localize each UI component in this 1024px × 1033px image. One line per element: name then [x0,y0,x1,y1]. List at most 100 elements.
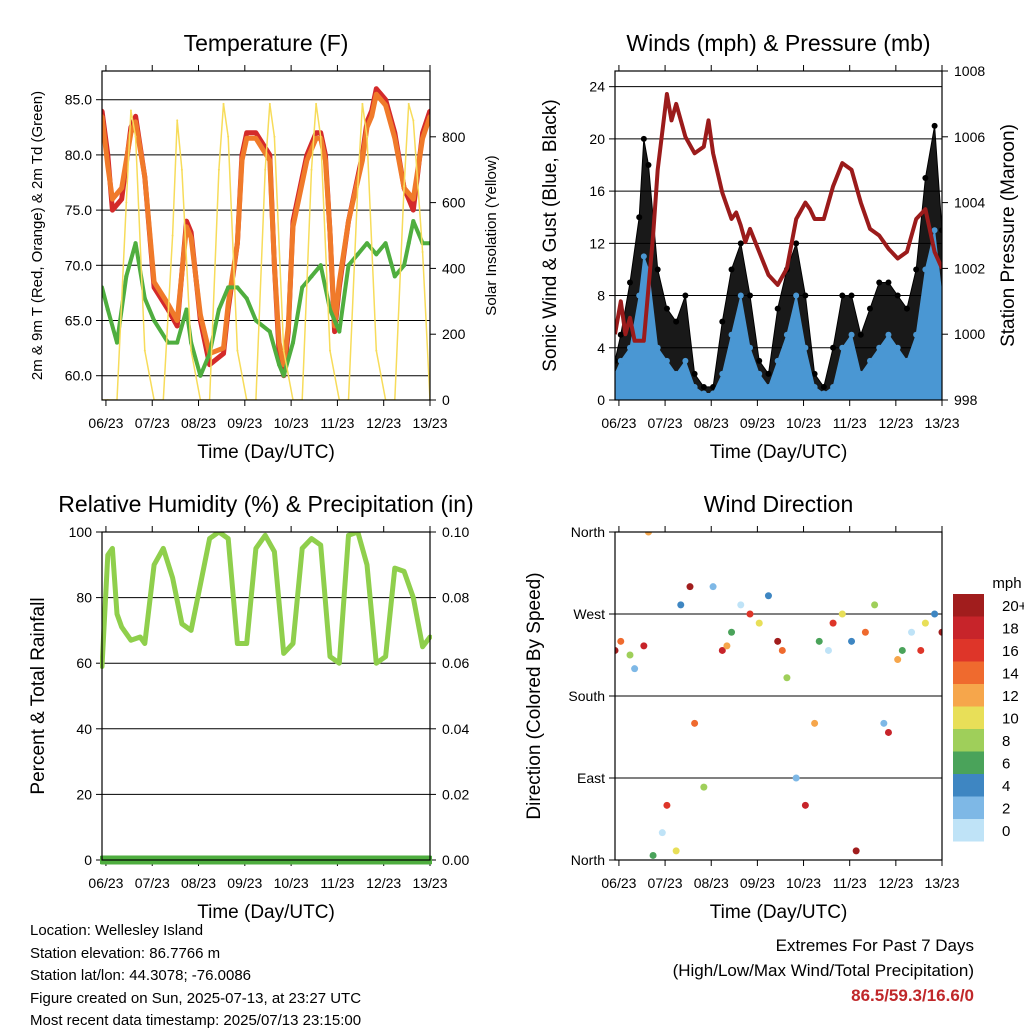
point-direction [746,610,754,618]
x-tick-label: 06/23 [88,415,123,431]
point-9m-t [244,136,249,141]
colorbar-label: 20+ [1002,598,1024,615]
point-solar-insolation [282,349,285,352]
point-sonic-wind [663,357,670,364]
point-2m-td [267,329,272,334]
point-2m-t [175,324,180,329]
x-tick-label: 06/23 [601,875,636,891]
point-relative-humidity [337,661,342,666]
y2-tick-label: 1008 [954,63,985,79]
point-sonic-wind [756,370,763,377]
point-9m-t [221,346,226,351]
point-gust [645,162,652,168]
x-tick-label: 07/23 [135,875,170,891]
point-sonic-wind [728,331,735,338]
point-direction [700,783,708,791]
x-tick-label: 11/23 [320,875,354,891]
extremes-value: 86.5/59.3/16.6/0 [851,986,974,1005]
y-tick-label: 24 [589,79,605,95]
point-gust [802,292,809,299]
point-direction [838,610,846,618]
y2-tick-label: 0.00 [442,852,469,868]
point-direction [691,719,699,727]
plot-area [615,92,942,400]
x-axis-label: Time (Day/UTC) [197,442,335,463]
y2-tick-label: 0.08 [442,590,469,606]
point-2m-td [226,285,231,290]
y-axis-label: Direction (Colored By Speed) [524,572,545,819]
point-gust [737,240,744,247]
figure-created: Figure created on Sun, 2025-07-13, at 23… [30,989,362,1007]
point-sonic-wind [640,253,647,260]
chart-title: Wind Direction [704,491,854,517]
point-direction [737,601,745,609]
point-direction [672,847,680,855]
point-2m-t [184,219,189,224]
point-gust [636,214,643,221]
point-direction [792,774,800,782]
point-solar-insolation [190,349,193,352]
point-2m-td [152,318,157,323]
point-gust [913,266,920,273]
point-gust [876,279,883,286]
point-sonic-wind [867,357,873,364]
colorbar-swatch [953,729,984,752]
point-2m-td [244,296,249,301]
y-tick-label: 75.0 [65,202,92,218]
y-axis-label: 2m & 9m T (Red, Orange) & 2m Td (Green) [29,91,46,380]
y-tick-label: West [573,606,605,622]
point-2m-td [383,241,388,246]
point-2m-td [105,307,110,312]
extremes-subtitle: (High/Low/Max Wind/Total Precipitation) [672,961,974,980]
point-solar-insolation [273,135,276,138]
point-9m-t [360,158,365,163]
point-direction [631,665,639,673]
point-sonic-wind [737,292,744,299]
y-tick-label: 85.0 [65,92,92,108]
point-direction [723,642,731,650]
point-2m-t [133,114,138,119]
x-tick-label: 12/23 [878,415,913,431]
point-9m-t [235,241,240,246]
point-gust [931,122,938,129]
point-direction [848,637,856,645]
point-gust [848,292,855,299]
point-gust [747,292,753,299]
point-9m-t [411,197,416,202]
point-2m-td [406,241,411,246]
point-sonic-wind [848,331,855,338]
panel-wind-direction: Wind Direction North East South West North 06/… [524,491,1024,923]
point-gust [615,357,618,364]
x-tick-label: 11/23 [833,875,867,891]
point-2m-td [309,274,314,279]
point-relative-humidity [189,628,194,633]
point-direction [615,646,619,654]
point-direction [658,829,666,837]
plot-frame [614,531,943,861]
y-tick-label: 20 [589,131,605,147]
point-9m-t [133,119,138,124]
station-info: Location: Wellesley Island Station eleva… [30,920,361,1033]
point-sonic-wind [673,370,680,377]
y2-tick-label: 0.02 [442,786,469,802]
point-sonic-wind [615,370,618,377]
point-relative-humidity [207,536,212,541]
x-tick-label: 12/23 [366,875,401,891]
point-direction [686,583,694,591]
point-relative-humidity [170,575,175,580]
series-solar-insolation [102,103,430,400]
x-tick-label: 08/23 [694,875,729,891]
point-solar-insolation [421,250,424,253]
point-direction [824,646,832,654]
chart-title: Temperature (F) [184,30,349,56]
y2-tick-label: 400 [442,260,466,276]
x-tick-label: 07/23 [648,875,683,891]
point-sonic-wind [747,344,753,351]
point-sonic-wind [765,383,772,390]
point-sonic-wind [922,266,929,273]
chart-title: Relative Humidity (%) & Precipitation (i… [58,491,473,517]
point-solar-insolation [407,102,410,105]
point-2m-td [184,307,189,312]
y2-tick-label: 1006 [954,129,985,145]
point-relative-humidity [115,612,120,616]
